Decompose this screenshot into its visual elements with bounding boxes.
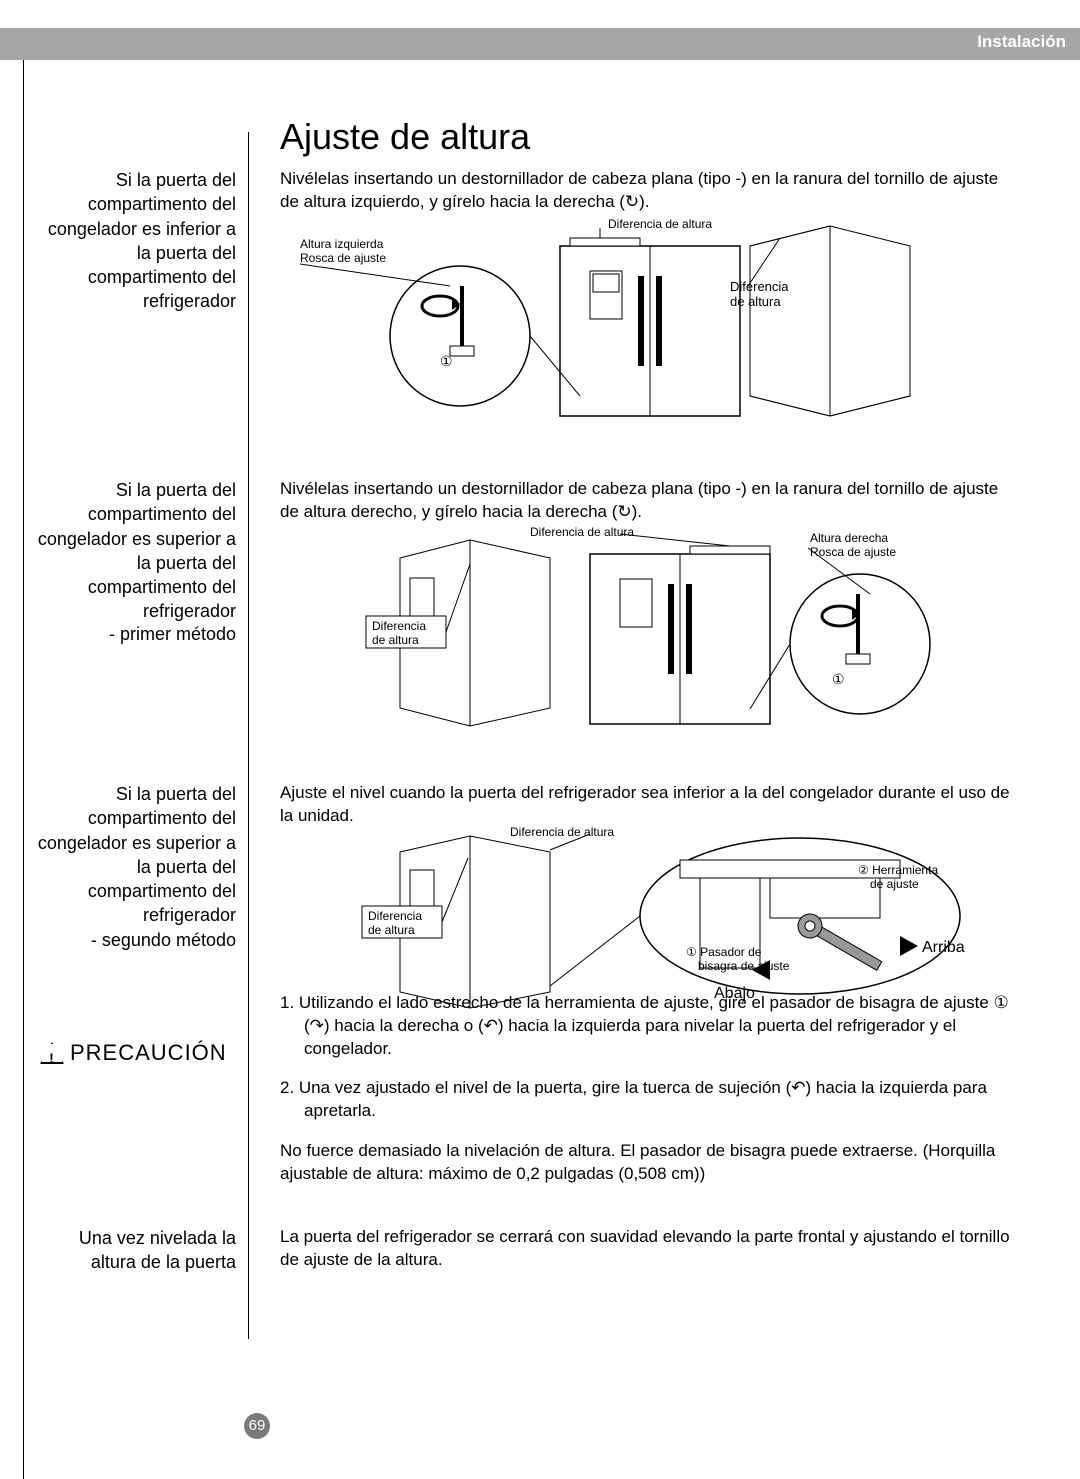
svg-text:de altura: de altura [368, 923, 415, 937]
svg-text:Rosca de ajuste: Rosca de ajuste [810, 545, 896, 559]
section1-body: Nivélelas insertando un destornillador d… [280, 168, 1020, 214]
svg-text:Diferencia: Diferencia [372, 619, 426, 633]
header-tab: Instalación [977, 32, 1066, 52]
section2-body: Nivélelas insertando un destornillador d… [280, 478, 1020, 524]
step-2: 2. Una vez ajustado el nivel de la puert… [280, 1077, 1020, 1123]
precaution-steps: 1. Utilizando el lado estrecho de la her… [280, 992, 1020, 1139]
step-1: 1. Utilizando el lado estrecho de la her… [280, 992, 1020, 1061]
section1-figure: Diferencia de altura ① Altura izquierda … [300, 216, 940, 441]
vertical-divider [248, 132, 249, 1339]
svg-text:Diferencia: Diferencia [368, 909, 422, 923]
svg-text:① Pasador de: ① Pasador de [686, 945, 762, 959]
fig1-top-label: Diferencia de altura [608, 217, 712, 231]
svg-text:de altura: de altura [372, 633, 419, 647]
section3-side-label: Si la puerta del compartimento del conge… [36, 782, 236, 928]
final-body: La puerta del refrigerador se cerrará co… [280, 1226, 1020, 1272]
svg-text:①: ① [832, 671, 845, 687]
section2-figure: Diferencia de altura ① Diferencia de alt… [340, 524, 960, 759]
section2-side-label: Si la puerta del compartimento del conge… [36, 478, 236, 624]
precaution-label-row: PRECAUCIÓN [40, 1040, 227, 1069]
svg-text:Altura izquierda: Altura izquierda [300, 237, 384, 251]
left-margin-rule [0, 60, 24, 1479]
page-number: 69 [244, 1413, 270, 1439]
svg-text:Diferencia de altura: Diferencia de altura [510, 826, 614, 839]
header-bar: Instalación [0, 28, 1080, 60]
svg-text:de ajuste: de ajuste [870, 877, 919, 891]
section2-side-sublabel: - primer método [36, 622, 236, 646]
svg-text:② Herramienta: ② Herramienta [858, 863, 938, 877]
svg-text:Arriba: Arriba [922, 939, 965, 956]
svg-text:Rosca de ajuste: Rosca de ajuste [300, 251, 386, 265]
svg-text:Altura derecha: Altura derecha [810, 531, 888, 545]
section3-body: Ajuste el nivel cuando la puerta del ref… [280, 782, 1020, 828]
page-title: Ajuste de altura [280, 116, 530, 158]
precaution-warning: No fuerce demasiado la nivelación de alt… [280, 1140, 1020, 1186]
svg-text:bisagra de ajuste: bisagra de ajuste [698, 959, 790, 973]
svg-text:Diferencia: Diferencia [730, 279, 789, 294]
final-side-label: Una vez nivelada la altura de la puerta [36, 1226, 236, 1275]
section1-side-label: Si la puerta del compartimento del conge… [36, 168, 236, 314]
section3-side-sublabel: - segundo método [36, 928, 236, 952]
warning-icon [40, 1042, 64, 1064]
svg-text:de altura: de altura [730, 294, 781, 309]
precaution-label: PRECAUCIÓN [70, 1040, 227, 1066]
svg-text:①: ① [440, 353, 453, 369]
svg-text:Diferencia de altura: Diferencia de altura [530, 525, 634, 539]
